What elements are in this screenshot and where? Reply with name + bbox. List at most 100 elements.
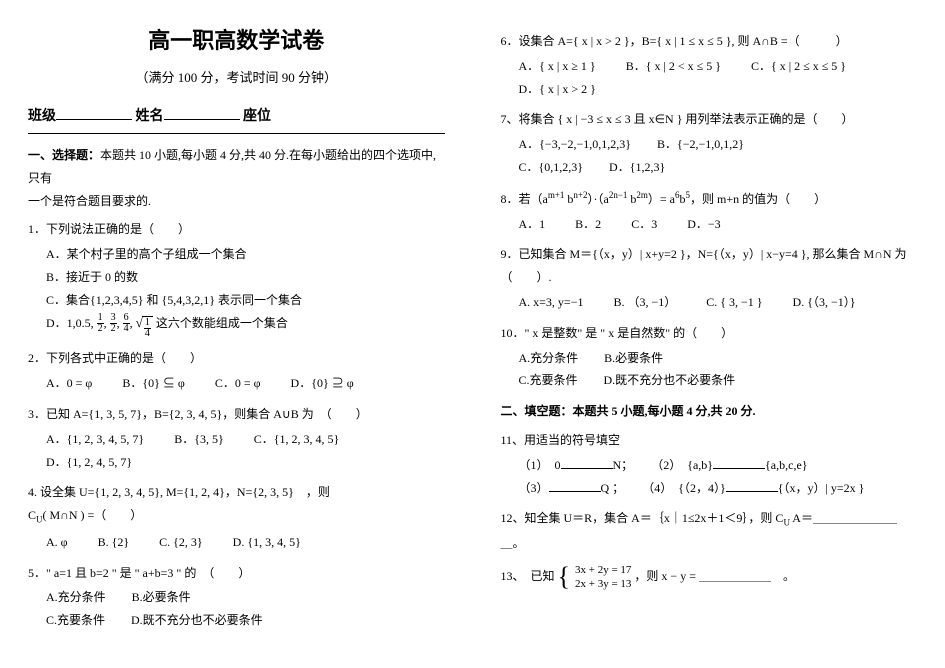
- q1-stem: 1．下列说法正确的是（ ）: [28, 218, 445, 241]
- frac-6-4: 64: [123, 313, 130, 334]
- q1-d-pre: D．1,0.5,: [46, 316, 94, 330]
- question-8: 8．若（am+1 bn+2）·（a2n−1 b2m）= a6b5，则 m+n 的…: [501, 187, 918, 236]
- q11-1b: N；: [613, 458, 634, 472]
- q4-opt-a: A. φ: [46, 531, 68, 554]
- q10-opt-d: D.既不充分也不必要条件: [604, 369, 736, 392]
- sqrt-1-4: 14: [136, 316, 153, 340]
- q5-opt-a: A.充分条件: [46, 586, 106, 609]
- question-1: 1．下列说法正确的是（ ） A．某个村子里的高个子组成一个集合 B．接近于 0 …: [28, 218, 445, 339]
- question-10: 10．" x 是整数" 是 " x 是自然数" 的（ ） A.充分条件 B.必要…: [501, 322, 918, 392]
- q8-opt-c: C．3: [631, 213, 657, 236]
- q8-e4: 2m: [636, 190, 648, 200]
- q11-blank4: [726, 480, 778, 492]
- q3-opt-d: D．{1, 2, 4, 5, 7}: [46, 451, 132, 474]
- q5-opt-b: B.必要条件: [132, 586, 191, 609]
- question-2: 2．下列各式中正确的是（ ） A．0 = φ B．{0} ⊆ φ C．0 = φ…: [28, 347, 445, 395]
- q8-p1: 8．若（a: [501, 192, 548, 206]
- q4-opt-d: D. {1, 3, 4, 5}: [233, 531, 301, 554]
- q5-opt-d: D.既不充分也不必要条件: [131, 609, 263, 632]
- q11-blank1: [561, 457, 613, 469]
- q2-stem: 2．下列各式中正确的是（ ）: [28, 347, 445, 370]
- q2-opt-c: C．0 = φ: [215, 372, 261, 395]
- brace-icon: {: [558, 570, 570, 583]
- blank-name: [164, 106, 240, 120]
- q11-1a: （1） 0: [519, 458, 561, 472]
- q1-opt-c: C．集合{1,2,3,4,5} 和 {5,4,3,2,1} 表示同一个集合: [46, 289, 445, 312]
- label-seat: 座位: [243, 104, 271, 131]
- q5-stem: 5．" a=1 且 b=2 " 是 " a+b=3 " 的 （ ）: [28, 562, 445, 585]
- frac-3-2: 32: [110, 313, 117, 334]
- q6-opt-b: B．{ x | 2 < x ≤ 5 }: [626, 55, 721, 78]
- q12-pre: 12、知全集 U＝R，集合 A＝｛x｜1≤2x＋1＜9｝，则 C: [501, 511, 784, 525]
- q9-opt-b: B. （3, −1）: [613, 291, 676, 314]
- q6-opt-c: C．{ x | 2 ≤ x ≤ 5 }: [751, 55, 846, 78]
- student-info-line: 班级 姓名 座位: [28, 104, 445, 134]
- q9-opt-d: D. {（3, −1）}: [793, 291, 856, 314]
- q7-opt-a: A．{−3,−2,−1,0,1,2,3}: [519, 133, 632, 156]
- q7-opt-c: C．{0,1,2,3}: [519, 156, 584, 179]
- section1-bold: 一、选择题：: [28, 148, 100, 162]
- q3-opt-c: C．{1, 2, 3, 4, 5}: [254, 428, 340, 451]
- q11-row1: （1） 0 N； （2） {a,b} {a,b,c,e}: [519, 454, 918, 477]
- q6-opt-d: D．{ x | x > 2 }: [519, 78, 596, 101]
- question-3: 3．已知 A={1, 3, 5, 7}，B={2, 3, 4, 5}，则集合 A…: [28, 403, 445, 473]
- section2-heading: 二、填空题：本题共 5 小题,每小题 4 分,共 20 分.: [501, 400, 918, 423]
- q8-opt-d: D．−3: [687, 213, 720, 236]
- q13-system: 3x + 2y = 17 2x + 3y = 13: [575, 563, 631, 592]
- q1-opt-a: A．某个村子里的高个子组成一个集合: [46, 243, 445, 266]
- q9-opt-a: A. x=3, y=−1: [519, 291, 584, 314]
- exam-left-page: 高一职高数学试卷 （满分 100 分，考试时间 90 分钟） 班级 姓名 座位 …: [0, 0, 473, 668]
- question-6: 6．设集合 A={ x | x > 2 }，B={ x | 1 ≤ x ≤ 5 …: [501, 30, 918, 100]
- q6-stem: 6．设集合 A={ x | x > 2 }，B={ x | 1 ≤ x ≤ 5 …: [501, 30, 918, 53]
- q10-opt-c: C.充要条件: [519, 369, 578, 392]
- q13-post: ，则 x − y = ＿＿＿＿＿＿ 。: [634, 569, 795, 583]
- q4-stem: 4. 设全集 U={1, 2, 3, 4, 5}, M={1, 2, 4}，N=…: [28, 481, 445, 528]
- q3-stem: 3．已知 A={1, 3, 5, 7}，B={2, 3, 4, 5}，则集合 A…: [28, 403, 445, 426]
- q8-p5: ）= a: [648, 192, 675, 206]
- q8-p7: ，则 m+n 的值为（ ）: [690, 192, 826, 206]
- q10-stem: 10．" x 是整数" 是 " x 是自然数" 的（ ）: [501, 322, 918, 345]
- q11-2b: {a,b,c,e}: [765, 458, 808, 472]
- q9-opt-c: C. { 3, −1 }: [706, 291, 762, 314]
- q13-l1: 3x + 2y = 17: [575, 564, 631, 576]
- q2-opt-a: A．0 = φ: [46, 372, 92, 395]
- frac-1-2: 12: [97, 313, 104, 334]
- q11-blank3: [549, 480, 601, 492]
- q8-p3: ）·（a: [587, 192, 608, 206]
- q9-stem: 9．已知集合 M＝{（x，y）| x+y=2 }，N={（x，y）| x−y=4…: [501, 243, 918, 289]
- q11-3a: （3）: [519, 481, 549, 495]
- q11-3b: Q ；: [601, 481, 625, 495]
- question-12: 12、知全集 U＝R，集合 A＝｛x｜1≤2x＋1＜9｝，则 CU A＝＿＿＿＿…: [501, 507, 918, 554]
- q8-e2: n+2: [573, 190, 587, 200]
- q13-pre: 13、 已知: [501, 569, 555, 583]
- q2-opt-d: D．{0} ⊇ φ: [291, 372, 354, 395]
- blank-class: [56, 106, 132, 120]
- label-name: 姓名: [136, 104, 164, 131]
- q8-stem: 8．若（am+1 bn+2）·（a2n−1 b2m）= a6b5，则 m+n 的…: [501, 187, 918, 211]
- q2-opt-b: B．{0} ⊆ φ: [122, 372, 184, 395]
- q11-stem: 11、用适当的符号填空: [501, 429, 918, 452]
- q3-opt-b: B．{3, 5}: [174, 428, 224, 451]
- q8-e3: 2n−1: [609, 190, 628, 200]
- question-9: 9．已知集合 M＝{（x，y）| x+y=2 }，N={（x，y）| x−y=4…: [501, 243, 918, 313]
- question-5: 5．" a=1 且 b=2 " 是 " a+b=3 " 的 （ ） A.充分条件…: [28, 562, 445, 632]
- q5-opt-c: C.充要条件: [46, 609, 105, 632]
- q11-4b: {（x，y）| y=2x }: [778, 481, 865, 495]
- q1-opt-b: B．接近于 0 的数: [46, 266, 445, 289]
- q8-opt-b: B．2: [575, 213, 601, 236]
- q7-stem: 7、将集合 { x | −3 ≤ x ≤ 3 且 x∈N } 用列举法表示正确的…: [501, 108, 918, 131]
- q10-opt-a: A.充分条件: [519, 347, 579, 370]
- q11-row2: （3）Q ； （4） {（2，4）}{（x，y）| y=2x }: [519, 477, 918, 500]
- exam-right-page: 6．设集合 A={ x | x > 2 }，B={ x | 1 ≤ x ≤ 5 …: [473, 0, 945, 668]
- question-13: 13、 已知 { 3x + 2y = 17 2x + 3y = 13 ，则 x …: [501, 563, 918, 592]
- q4-opt-c: C. {2, 3}: [159, 531, 203, 554]
- q1-d-mid: 这六个数能组成一个集合: [156, 316, 288, 330]
- q7-opt-d: D．{1,2,3}: [609, 156, 665, 179]
- q3-opt-a: A．{1, 2, 3, 4, 5, 7}: [46, 428, 144, 451]
- q8-opt-a: A．1: [519, 213, 546, 236]
- q1-opt-d: D．1,0.5, 12, 32, 64, 14 这六个数能组成一个集合: [46, 312, 445, 340]
- q4-opt-b: B. {2}: [98, 531, 130, 554]
- q4-post: ( M∩N ) =（ ）: [43, 508, 143, 522]
- q13-l2: 2x + 3y = 13: [575, 578, 631, 590]
- q11-2a: （2） {a,b}: [651, 458, 713, 472]
